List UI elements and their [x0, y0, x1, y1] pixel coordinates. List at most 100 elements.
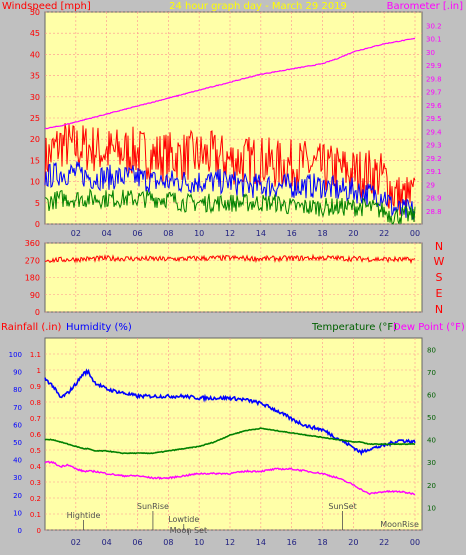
wind-tick-label: 35: [30, 72, 40, 81]
humidity-tick-label: 30: [13, 474, 22, 482]
event-label: MoonRise: [380, 520, 419, 529]
wind-speed-series: [44, 161, 416, 220]
event-label: Lowtide: [168, 515, 199, 524]
humidity-tick-label: 20: [13, 492, 22, 500]
temperature-tick-label: 20: [427, 482, 436, 490]
humidity-tick-label: 60: [13, 421, 22, 429]
event-label: Moon Set: [170, 526, 207, 535]
hour-tick-label: 22: [379, 229, 389, 238]
wind-series: [44, 37, 416, 225]
temperature-tick-label: 50: [427, 414, 436, 422]
rainfall-tick-label: 0.6: [30, 431, 42, 439]
barometer-tick-label: 28.9: [426, 195, 442, 203]
direction-letter-n-bottom: N: [435, 303, 443, 316]
wind-tick-label: 50: [30, 8, 40, 17]
humidity-tick-label: 100: [9, 351, 22, 359]
humidity-tick-label: 40: [13, 457, 22, 465]
wind-tick-label: 10: [30, 178, 40, 187]
barometer-tick-label: 28.8: [426, 208, 442, 216]
wind-axis-title: Windspeed [mph]: [2, 1, 91, 12]
humidity-tick-label: 50: [13, 439, 22, 447]
event-label: SunSet: [328, 502, 356, 511]
hour-tick-label: 10: [194, 229, 204, 238]
rainfall-tick-label: 1.1: [30, 351, 41, 359]
rainfall-tick-label: 1: [37, 367, 41, 375]
temperature-tick-label: 80: [427, 346, 436, 354]
hour-tick-label: 02: [71, 538, 81, 547]
direction-grid: [45, 242, 422, 313]
direction-series: [44, 253, 416, 265]
tick-labels: 0510152025303540455028.828.92929.129.229…: [9, 8, 443, 547]
hour-tick-label: 14: [256, 538, 266, 547]
hour-tick-label: 08: [163, 538, 173, 547]
rainfall-tick-label: 0: [37, 527, 41, 535]
dew-point-series: [44, 460, 416, 496]
temperature-tick-label: 30: [427, 459, 436, 467]
barometer-tick-label: 30: [426, 49, 435, 57]
rainfall-tick-label: 0.3: [30, 479, 41, 487]
wind-tick-label: 20: [30, 135, 40, 144]
humidity-tick-label: 80: [13, 386, 22, 394]
humidity-axis-title: Humidity (%): [66, 322, 132, 333]
dew-point-axis-title: Dew Point (°F): [393, 322, 465, 333]
wind-tick-label: 5: [35, 199, 40, 208]
barometer-tick-label: 29.6: [426, 102, 442, 110]
direction-tick-label: 180: [25, 274, 40, 283]
wind-tick-label: 40: [30, 50, 40, 59]
direction-letter-n-top: N: [435, 240, 443, 253]
barometer-tick-label: 29.8: [426, 75, 442, 83]
rainfall-tick-label: 0.2: [30, 495, 41, 503]
direction-tick-label: 0: [35, 308, 40, 317]
rainfall-tick-label: 0.8: [30, 399, 41, 407]
barometer-axis-title: Barometer [.in]: [387, 1, 463, 12]
wind-tick-label: 15: [30, 156, 40, 165]
barometer-series: [44, 37, 416, 130]
hour-tick-label: 00: [410, 538, 420, 547]
direction-tick-label: 270: [25, 256, 40, 265]
hour-tick-label: 08: [163, 229, 173, 238]
barometer-tick-label: 29.4: [426, 128, 442, 136]
temperature-tick-label: 70: [427, 369, 436, 377]
hour-tick-label: 16: [287, 538, 297, 547]
direction-letter-e: E: [436, 287, 443, 300]
hour-tick-label: 14: [256, 229, 266, 238]
rainfall-tick-label: 0.7: [30, 415, 41, 423]
hour-tick-label: 00: [410, 229, 420, 238]
hour-tick-label: 06: [132, 229, 142, 238]
temperature-series: [44, 427, 416, 455]
temperature-tick-label: 60: [427, 391, 436, 399]
humidity-tick-label: 10: [13, 509, 22, 517]
temperature-series: [44, 368, 416, 496]
wind-tick-label: 45: [30, 29, 40, 38]
hour-tick-label: 12: [225, 538, 235, 547]
direction-tick-label: 360: [25, 239, 40, 248]
barometer-tick-label: 29.2: [426, 155, 442, 163]
rainfall-tick-label: 0.5: [30, 447, 41, 455]
humidity-tick-label: 0: [18, 527, 22, 535]
hour-tick-label: 20: [348, 229, 358, 238]
hour-tick-label: 04: [102, 229, 112, 238]
rainfall-tick-label: 0.9: [30, 383, 41, 391]
hour-tick-label: 12: [225, 229, 235, 238]
direction-letter-s: S: [436, 271, 443, 284]
hour-tick-label: 20: [348, 538, 358, 547]
direction-letter-w: W: [434, 255, 445, 268]
hour-tick-label: 16: [287, 229, 297, 238]
hour-tick-label: 02: [71, 229, 81, 238]
wind-gust-series: [44, 123, 416, 216]
hour-tick-label: 18: [317, 229, 327, 238]
hour-tick-label: 10: [194, 538, 204, 547]
temperature-axis-title: Temperature (°F): [311, 322, 397, 333]
humidity-tick-label: 90: [13, 369, 22, 377]
hour-tick-label: 18: [317, 538, 327, 547]
rainfall-tick-label: 0.4: [30, 463, 42, 471]
hour-tick-label: 22: [379, 538, 389, 547]
barometer-tick-label: 29.9: [426, 62, 442, 70]
astronomical-events: Hightide SunRise Lowtide Moon Set SunSet Moon…: [67, 502, 419, 535]
rainfall-axis-title: Rainfall (.in): [1, 322, 62, 333]
chart-title: 24 hour graph day - March 29 2019: [169, 1, 347, 12]
event-label: SunRise: [137, 502, 169, 511]
barometer-tick-label: 29.7: [426, 89, 442, 97]
hour-tick-label: 04: [102, 538, 112, 547]
